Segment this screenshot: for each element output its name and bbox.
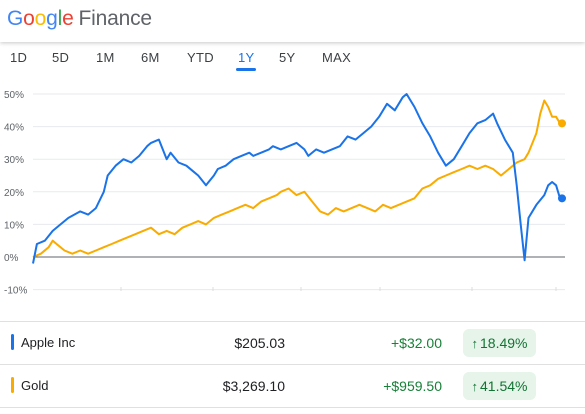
series-line-gold xyxy=(32,99,561,258)
row-divider xyxy=(0,364,585,365)
range-tab-5d[interactable]: 5D xyxy=(52,50,70,65)
y-tick-label: 30% xyxy=(4,155,24,166)
logo-letter: l xyxy=(57,7,63,30)
y-tick-label: 50% xyxy=(4,90,24,101)
percent-change-value: 18.49% xyxy=(480,335,528,351)
google-logo-word: Google xyxy=(7,7,74,30)
y-tick-label: 20% xyxy=(4,188,24,199)
security-name: Gold xyxy=(21,378,49,393)
active-range-underline xyxy=(236,68,256,71)
range-tab-1d[interactable]: 1D xyxy=(10,50,28,65)
series-endpoint-gold xyxy=(558,119,566,128)
row-divider xyxy=(0,407,585,408)
finance-logo-word: Finance xyxy=(78,7,153,30)
range-tab-1y[interactable]: 1Y xyxy=(238,50,255,65)
range-tab-ytd[interactable]: YTD xyxy=(187,50,214,65)
y-tick-label: 10% xyxy=(4,220,24,231)
range-tab-6m[interactable]: 6M xyxy=(141,50,160,65)
security-price: $3,269.10 xyxy=(222,378,285,394)
y-tick-label: 40% xyxy=(4,123,24,134)
range-tab-1m[interactable]: 1M xyxy=(96,50,115,65)
arrow-up-icon: ↑ xyxy=(471,336,479,351)
series-color-swatch xyxy=(11,334,14,350)
row-divider xyxy=(0,321,585,322)
arrow-up-icon: ↑ xyxy=(471,379,479,394)
comparison-row[interactable]: Gold $3,269.10 +$959.50 ↑ 41.54% xyxy=(0,365,585,407)
price-change: +$32.00 xyxy=(391,335,442,351)
logo-letter: g xyxy=(46,7,58,30)
security-price: $205.03 xyxy=(234,335,285,351)
comparison-chart: 50%40%30%20%10%0%-10%Jul 2024Sep 2024Nov… xyxy=(4,90,566,297)
price-change: +$959.50 xyxy=(383,378,442,394)
series-line-apple-inc xyxy=(32,93,561,264)
percent-change-badge: ↑ 18.49% xyxy=(463,329,536,357)
range-tab-max[interactable]: MAX xyxy=(322,50,352,65)
range-tabs: 1D 5D 1M 6M YTD 1Y 5Y MAX xyxy=(0,50,585,74)
percent-change-value: 41.54% xyxy=(480,378,528,394)
google-finance-logo[interactable]: Google Finance xyxy=(7,7,152,31)
logo-letter: e xyxy=(62,7,74,30)
logo-letter: o xyxy=(34,7,47,30)
series-color-swatch xyxy=(11,377,14,393)
percent-change-badge: ↑ 41.54% xyxy=(463,372,536,400)
series-endpoint-apple-inc xyxy=(558,194,566,203)
y-tick-label: 0% xyxy=(4,253,19,264)
logo-letter: G xyxy=(7,7,24,30)
comparison-row[interactable]: Apple Inc $205.03 +$32.00 ↑ 18.49% xyxy=(0,322,585,364)
security-name: Apple Inc xyxy=(21,335,76,350)
y-tick-label: -10% xyxy=(4,286,27,297)
range-tab-5y[interactable]: 5Y xyxy=(279,50,296,65)
app-header: Google Finance xyxy=(0,0,585,42)
logo-letter: o xyxy=(23,7,35,30)
